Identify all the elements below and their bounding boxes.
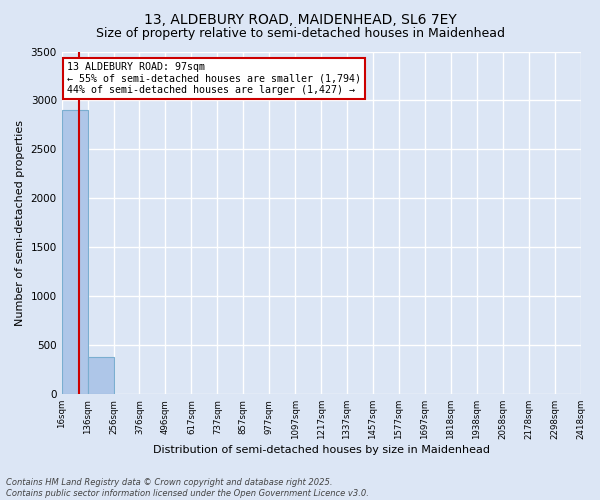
Text: Size of property relative to semi-detached houses in Maidenhead: Size of property relative to semi-detach…: [95, 28, 505, 40]
Y-axis label: Number of semi-detached properties: Number of semi-detached properties: [15, 120, 25, 326]
X-axis label: Distribution of semi-detached houses by size in Maidenhead: Distribution of semi-detached houses by …: [152, 445, 490, 455]
Bar: [88, 358, 113, 394]
Bar: [62, 110, 88, 394]
Text: Contains HM Land Registry data © Crown copyright and database right 2025.
Contai: Contains HM Land Registry data © Crown c…: [6, 478, 369, 498]
Text: 13, ALDEBURY ROAD, MAIDENHEAD, SL6 7EY: 13, ALDEBURY ROAD, MAIDENHEAD, SL6 7EY: [143, 12, 457, 26]
Text: 13 ALDEBURY ROAD: 97sqm
← 55% of semi-detached houses are smaller (1,794)
44% of: 13 ALDEBURY ROAD: 97sqm ← 55% of semi-de…: [67, 62, 361, 95]
